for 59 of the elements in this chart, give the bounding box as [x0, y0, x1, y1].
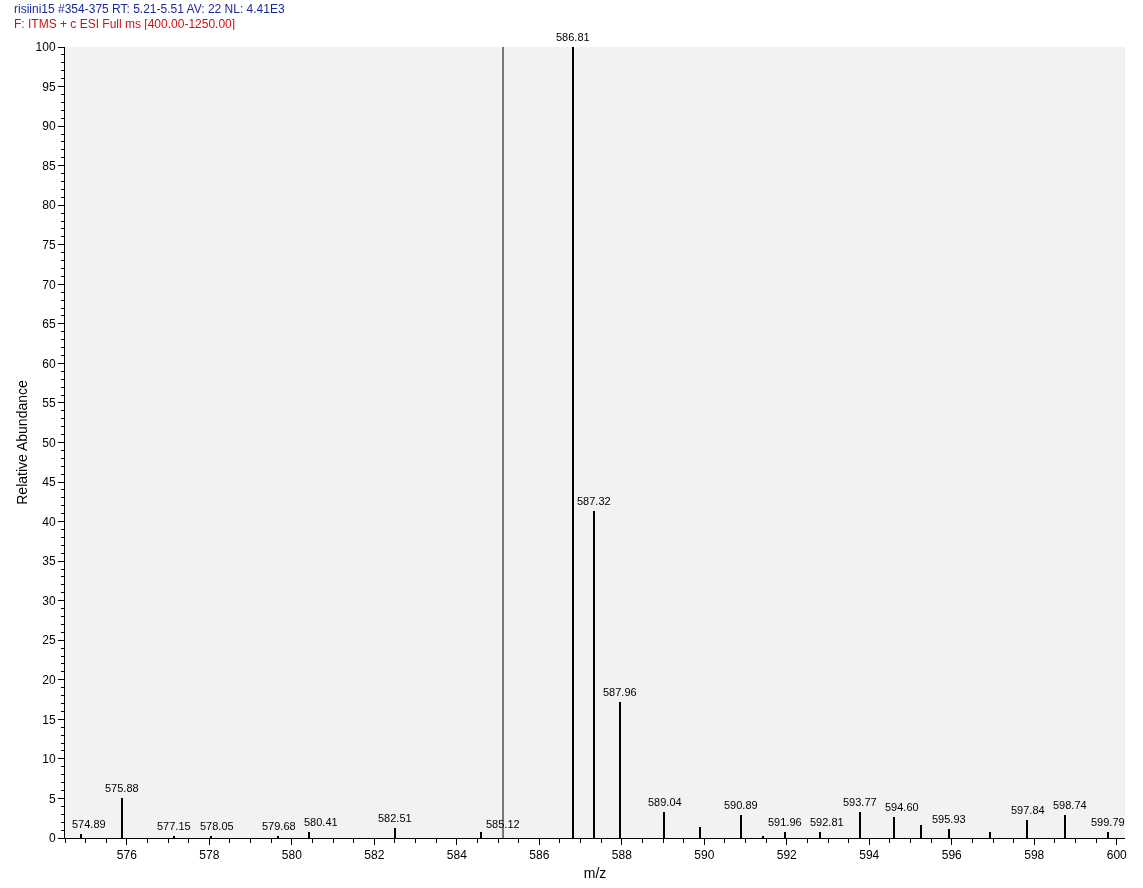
- y-tick-label: 100: [35, 40, 56, 55]
- x-tick-label: 600: [1106, 848, 1128, 863]
- annotation: 587.32: [577, 495, 611, 507]
- annotation: 586.81: [556, 31, 590, 43]
- y-tick-label: 30: [42, 593, 56, 608]
- annotation: 598.74: [1053, 799, 1087, 811]
- y-tick-label: 35: [42, 554, 56, 569]
- annotation: 595.93: [932, 813, 966, 825]
- y-tick-label: 5: [48, 791, 56, 806]
- annotation: 592.81: [810, 816, 844, 828]
- annotation: 577.15: [157, 820, 191, 832]
- y-tick-label: 80: [42, 198, 56, 213]
- y-tick-label: 25: [42, 633, 56, 648]
- annotation: 590.89: [724, 799, 758, 811]
- x-tick-label: 592: [776, 848, 798, 863]
- annotation: 574.89: [72, 818, 106, 830]
- y-tick-label: 20: [42, 673, 56, 687]
- annotation: 593.77: [843, 796, 877, 808]
- y-tick-label: 45: [42, 475, 56, 490]
- y-tick-label: 40: [42, 514, 56, 529]
- annotation: 575.88: [105, 782, 139, 794]
- y-tick-label: 85: [42, 158, 56, 173]
- y-tick-label: 10: [42, 752, 56, 767]
- y-tick-label: 0: [48, 831, 56, 846]
- y-tick-label: 65: [42, 317, 56, 332]
- annotation: 582.51: [378, 812, 412, 824]
- annotation: 587.96: [603, 686, 637, 698]
- x-tick-label: 596: [941, 848, 963, 863]
- y-axis-title: Relative Abundance: [14, 380, 30, 505]
- annotation: 594.60: [885, 801, 919, 813]
- x-tick-label: 584: [446, 848, 468, 863]
- x-tick-label: 588: [611, 848, 633, 863]
- annotation: 591.96: [768, 816, 802, 828]
- annotation: 597.84: [1011, 804, 1045, 816]
- x-tick-label: 594: [859, 848, 880, 863]
- annotation: 579.68: [262, 820, 296, 832]
- annotation: 589.04: [648, 796, 682, 808]
- y-tick-label: 55: [42, 396, 56, 411]
- y-tick-label: 95: [42, 79, 56, 94]
- x-tick-label: 590: [694, 848, 715, 863]
- annotation: 578.05: [200, 820, 234, 832]
- annotation: 585.12: [486, 818, 520, 830]
- y-tick-label: 60: [42, 356, 56, 371]
- annotation: 599.79: [1091, 816, 1125, 828]
- x-tick-label: 586: [529, 848, 550, 863]
- chart-subtitle: F: ITMS + c ESI Full ms [400.00-1250.00]: [14, 17, 237, 32]
- y-tick-label: 50: [42, 435, 56, 450]
- y-tick-label: 75: [42, 237, 56, 252]
- annotation: 580.41: [304, 816, 338, 828]
- x-tick-label: 576: [116, 848, 138, 863]
- x-tick-label: 580: [281, 848, 303, 863]
- x-tick-label: 582: [364, 848, 385, 863]
- y-tick-label: 90: [42, 119, 56, 134]
- y-tick-label: 15: [42, 712, 56, 727]
- y-tick-label: 70: [42, 277, 56, 292]
- x-tick-label: 578: [199, 848, 220, 863]
- x-axis-title: m/z: [583, 864, 607, 881]
- x-tick-label: 598: [1024, 848, 1045, 863]
- chart-title: risiini15 #354-375 RT: 5.21-5.51 AV: 22 NL: 4.41E3: [14, 2, 285, 17]
